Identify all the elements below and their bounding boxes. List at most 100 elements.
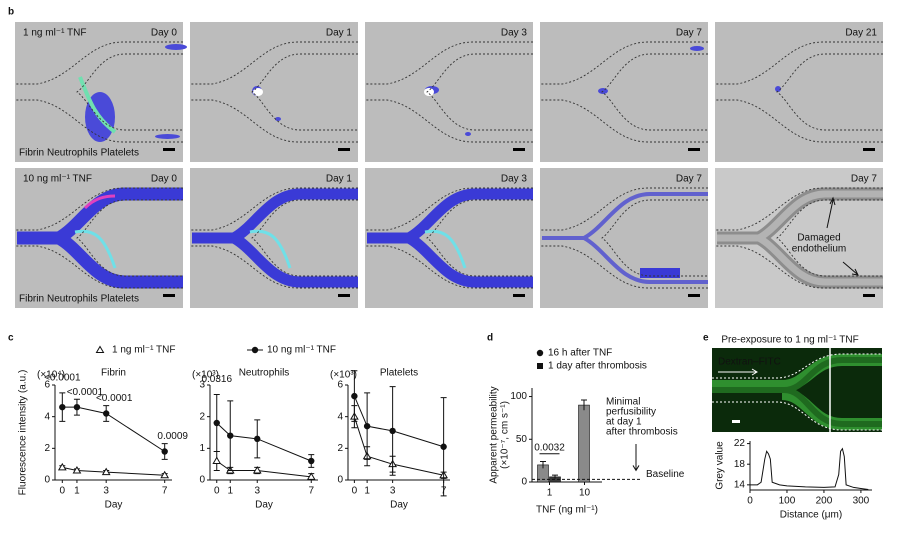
- scale-bar: [863, 148, 875, 151]
- x-tick-label: 100: [779, 496, 796, 507]
- chart-title: Fibrin: [101, 368, 126, 379]
- day-label: Day 7: [676, 174, 703, 185]
- neutrophil-signal: [83, 194, 116, 210]
- annotation-arrow: [826, 196, 859, 276]
- panel-label: d: [487, 333, 493, 344]
- channel-outline: [15, 187, 183, 289]
- legend-label: 10 ng ml⁻¹ TNF: [267, 345, 336, 356]
- x-tick-label: 0: [747, 496, 753, 507]
- data-point: [102, 410, 110, 417]
- micrograph: Day 0 1 ng ml⁻¹ TNF Fibrin Neutrophils Plate…: [15, 22, 187, 162]
- p-value: 0.0032: [534, 442, 565, 453]
- data-point: [212, 456, 222, 464]
- scale-bar: [163, 294, 175, 297]
- fibrin-signal: [640, 268, 680, 278]
- y-tick-label: 0: [199, 475, 205, 486]
- x-tick-label: 7: [308, 486, 314, 497]
- p-value: <0.0001: [96, 393, 133, 404]
- day-label: Day 3: [501, 28, 528, 39]
- p-value: 0.0009: [157, 431, 188, 442]
- channel-label: Neutrophils: [47, 294, 98, 305]
- x-axis-label: Day: [255, 500, 273, 511]
- legend-label: 16 h after TNF: [548, 348, 612, 359]
- data-point: [227, 432, 234, 439]
- x-tick-label: 1: [74, 486, 80, 497]
- series-line: [353, 395, 444, 448]
- image-background: [715, 22, 883, 162]
- micrograph: Day 1: [190, 168, 358, 308]
- micrograph: Day 7: [540, 22, 708, 162]
- series-line: [353, 416, 444, 476]
- scale-bar: [513, 294, 525, 297]
- annotation: perfusibility: [606, 407, 656, 418]
- channel-outline: [712, 353, 882, 431]
- channel-label: Platelets: [101, 148, 139, 159]
- baseline-label: Baseline: [646, 469, 685, 480]
- data-point: [73, 403, 81, 411]
- error-bar: [552, 474, 558, 479]
- annotation: Minimal: [606, 397, 640, 408]
- x-tick-label: 3: [103, 486, 109, 497]
- fibrin-signal: [367, 188, 533, 288]
- y-tick-label: 50: [516, 434, 528, 445]
- data-point: [57, 462, 67, 471]
- y-tick-label: 0: [337, 475, 343, 486]
- data-point: [440, 443, 447, 450]
- platelet-signal: [249, 229, 292, 269]
- annotation: after thrombosis: [606, 427, 678, 438]
- micrograph: Day 3: [365, 168, 533, 308]
- x-axis-label: Day: [105, 500, 123, 511]
- fluorescence-signal: [690, 46, 704, 51]
- day-label: Day 1: [326, 28, 353, 39]
- y-tick-label: 4: [337, 411, 343, 422]
- x-tick-label: 10: [579, 488, 591, 499]
- day-label: Day 21: [845, 28, 877, 39]
- chart-title: Platelets: [380, 368, 418, 379]
- channel-outline: [190, 187, 358, 289]
- x-tick-label: 0: [60, 486, 66, 497]
- x-tick-label: 200: [816, 496, 833, 507]
- y-tick-label: 6: [337, 380, 343, 391]
- fluorescence-signal: [465, 132, 471, 136]
- scale-bar: [863, 294, 875, 297]
- micrograph: Day 3: [365, 22, 533, 162]
- p-value: <0.0001: [44, 373, 81, 384]
- aggregate: [424, 88, 434, 96]
- channel-label: Neutrophils: [47, 148, 98, 159]
- x-tick-label: 7: [162, 486, 168, 497]
- chart-title: Neutrophils: [239, 368, 290, 379]
- channel-label: Platelets: [101, 294, 139, 305]
- x-tick-label: 3: [390, 486, 396, 497]
- channel-outline: [540, 187, 708, 289]
- channel-outline: [15, 41, 183, 143]
- fluorescence-signal: [165, 44, 187, 50]
- day-label: Day 7: [676, 28, 703, 39]
- panel-label: e: [703, 333, 709, 344]
- day-label: Day 1: [326, 174, 353, 185]
- data-point: [308, 457, 315, 465]
- x-tick-label: 300: [853, 496, 870, 507]
- image-annotation: Damaged: [797, 233, 840, 244]
- axis-multiplier: (×10⁴): [37, 370, 65, 381]
- aggregate: [253, 88, 263, 96]
- x-tick-label: 1: [364, 486, 370, 497]
- day-label: Day 3: [501, 174, 528, 185]
- series-line: [62, 406, 165, 452]
- y-tick-label: 4: [44, 411, 50, 422]
- data-point: [252, 466, 262, 474]
- micrograph: Day 21: [715, 22, 883, 162]
- fluorescence-signal: [155, 134, 180, 139]
- scale-bar: [338, 294, 350, 297]
- data-point: [160, 470, 170, 479]
- y-tick-label: 2: [44, 443, 50, 454]
- y-axis-label: (×10⁻⁷, cm s⁻¹): [500, 401, 511, 469]
- y-tick-label: 6: [44, 380, 50, 391]
- data-point: [363, 422, 371, 430]
- y-tick-label: 18: [734, 459, 746, 470]
- image-background: [540, 22, 708, 162]
- micrograph: Day 7: [540, 168, 708, 308]
- panel-label: b: [8, 7, 14, 18]
- fibrin-signal: [192, 188, 358, 288]
- channel-outline: [365, 187, 533, 289]
- data-point: [306, 472, 316, 480]
